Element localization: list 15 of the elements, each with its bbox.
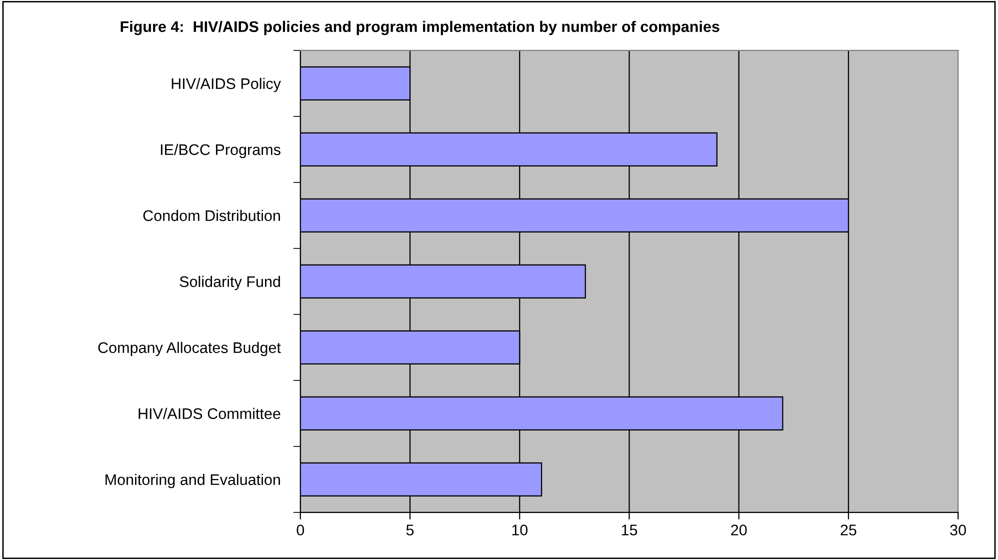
y-tick-label: Monitoring and Evaluation (106, 474, 280, 488)
y-tick-label: HIV/AIDS Policy (172, 78, 281, 92)
y-tick-label: Condom Distribution (143, 210, 280, 222)
x-tick-label: 30 (950, 524, 966, 536)
y-tick-label: HIV/AIDS Committee (138, 408, 280, 420)
x-tick-label: 10 (512, 524, 528, 536)
y-tick-label: Company Allocates Budget (98, 342, 281, 356)
x-tick-label: 0 (296, 524, 304, 536)
y-tick-label: Solidarity Fund (180, 276, 280, 290)
chart-title: Figure 4: HIV/AIDS policies and program implementation by number of companies (120, 20, 720, 36)
x-tick-label: 15 (622, 524, 638, 536)
x-tick-label: 25 (840, 524, 856, 536)
y-tick-label: IE/BCC Programs (160, 144, 280, 158)
x-tick-label: 5 (406, 524, 414, 536)
x-tick-label: 20 (731, 524, 747, 536)
